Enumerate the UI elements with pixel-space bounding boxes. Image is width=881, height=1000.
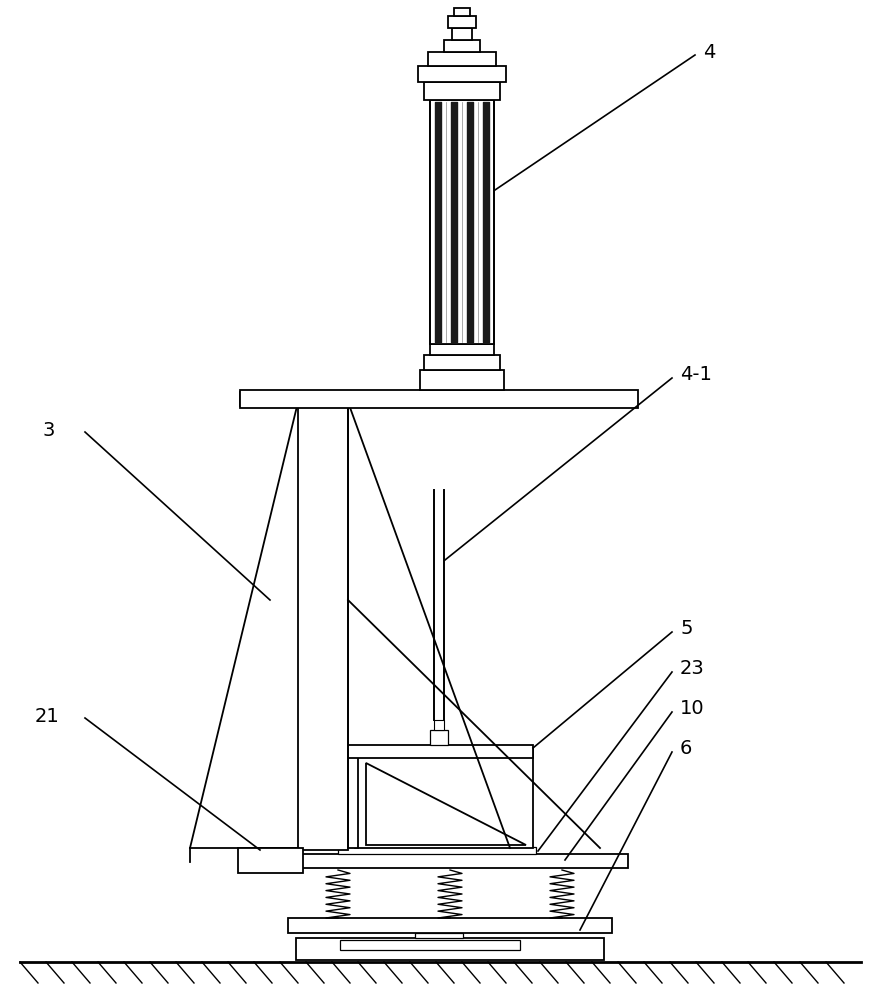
Bar <box>448 16 476 28</box>
Text: 4: 4 <box>703 42 715 62</box>
Bar <box>296 938 604 960</box>
Bar <box>338 745 533 758</box>
Bar <box>338 847 536 854</box>
Bar <box>428 52 496 66</box>
Bar <box>340 940 520 950</box>
Bar <box>452 28 472 40</box>
Bar <box>430 100 494 344</box>
Bar <box>298 402 348 850</box>
Bar <box>424 82 500 100</box>
Bar <box>424 355 500 370</box>
Bar <box>454 8 470 16</box>
Bar <box>430 344 494 355</box>
Polygon shape <box>366 763 526 845</box>
Text: 6: 6 <box>680 740 692 758</box>
Bar <box>434 720 444 730</box>
Text: 21: 21 <box>35 706 60 726</box>
Bar <box>278 854 628 868</box>
Bar <box>288 918 612 933</box>
Bar <box>415 933 463 938</box>
Bar <box>430 730 448 745</box>
Bar <box>355 748 533 848</box>
Bar <box>418 66 506 82</box>
Bar <box>444 40 480 52</box>
Text: 3: 3 <box>42 420 55 440</box>
Bar <box>240 390 638 408</box>
Text: 10: 10 <box>680 700 705 718</box>
Bar <box>420 370 504 390</box>
Bar <box>338 748 358 848</box>
Bar <box>240 392 350 406</box>
Text: 5: 5 <box>680 619 692 639</box>
Bar <box>238 848 303 873</box>
Text: 4-1: 4-1 <box>680 365 712 384</box>
Text: 23: 23 <box>680 660 705 678</box>
